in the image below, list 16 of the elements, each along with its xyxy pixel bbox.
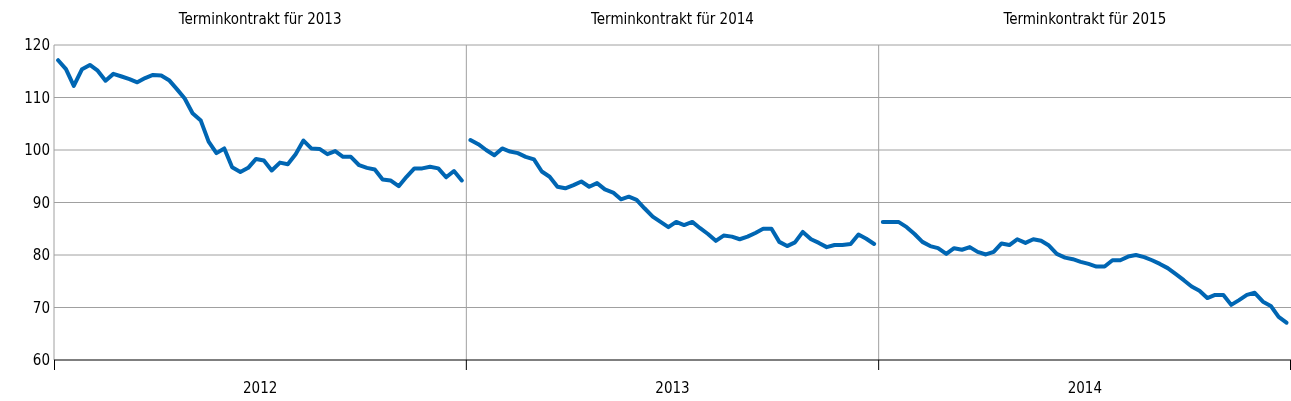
x-tick-label: 2013 <box>655 379 690 397</box>
y-tick-label: 90 <box>32 193 50 212</box>
x-tick-label: 2012 <box>242 379 278 397</box>
line-series <box>56 58 464 189</box>
line-series <box>468 138 877 250</box>
y-tick-label: 60 <box>32 351 50 370</box>
y-tick-label: 120 <box>24 36 50 55</box>
line-series <box>880 219 1289 325</box>
text: Terminkontrakt für 2014 <box>590 10 754 28</box>
y-tick-label: 100 <box>24 141 50 160</box>
x-tick-label: 2014 <box>1067 379 1103 397</box>
y-tick-label: 110 <box>24 88 50 107</box>
text: Terminkontrakt für 2015 <box>1002 10 1167 28</box>
y-tick-label: 70 <box>32 298 50 317</box>
y-tick-label: 80 <box>32 246 50 265</box>
text: Terminkontrakt für 2013 <box>177 10 342 28</box>
